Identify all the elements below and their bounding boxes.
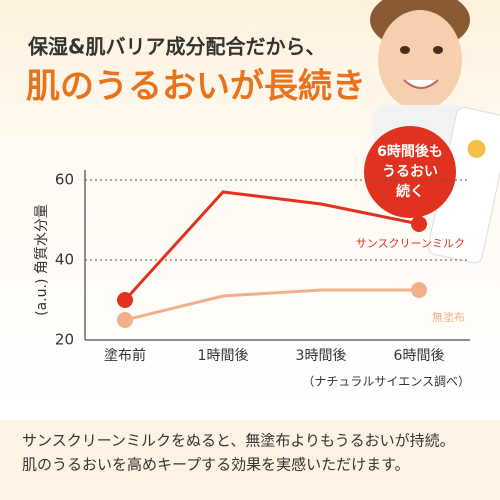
marker: [117, 312, 133, 328]
legend-label: サンスクリーンミルク: [356, 237, 465, 250]
marker: [411, 216, 427, 232]
legend-label: 無塗布: [432, 310, 465, 324]
x-tick-label: 塗布前: [104, 347, 146, 364]
y-axis-label: (a.u.) 角質水分量: [34, 204, 50, 316]
header-line2: 肌のうるおいが長続き: [26, 67, 366, 107]
source-note: （ナチュラルサイエンス調べ）: [302, 375, 470, 389]
marker: [117, 292, 133, 308]
callout-text: うるおい: [382, 164, 438, 180]
y-tick-label: 20: [55, 331, 74, 349]
y-tick-label: 40: [55, 251, 74, 269]
footer-line: サンスクリーンミルクをぬると、無塗布よりもうるおいが持続。: [22, 432, 455, 450]
series-line: [123, 190, 420, 302]
header-line1: 保湿&肌バリア成分配合だから、: [27, 35, 325, 59]
footer-background: [0, 420, 500, 500]
marker: [411, 282, 427, 298]
x-tick-label: 3時間後: [296, 348, 347, 364]
callout-circle: [364, 126, 456, 218]
callout-text: 6時間後も: [377, 143, 443, 160]
x-tick-label: 1時間後: [198, 348, 249, 364]
series-line: [124, 288, 419, 322]
y-tick-label: 60: [55, 171, 74, 189]
callout-text: 続く: [396, 183, 424, 200]
x-tick-label: 6時間後: [394, 348, 445, 364]
footer-line: 肌のうるおいを高めキープする効果を実感いただけます。: [22, 456, 410, 474]
